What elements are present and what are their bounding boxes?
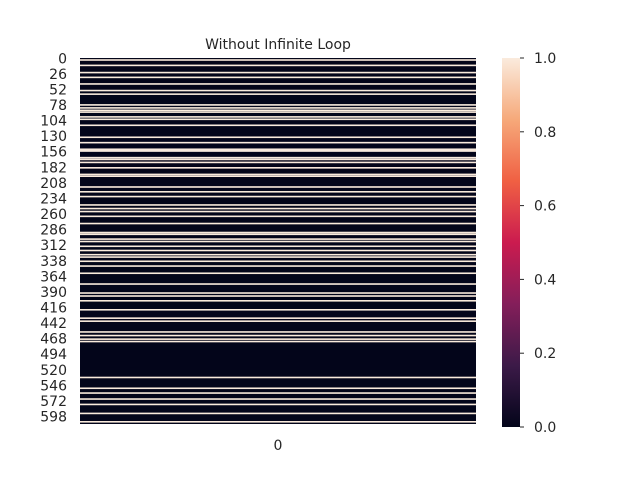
heatmap-row-cell: [80, 421, 476, 423]
heatmap-row-cell: [80, 387, 476, 390]
heatmap-row-cell: [80, 207, 476, 210]
y-tick-label: 26: [49, 67, 67, 83]
heatmap-row-cell: [80, 175, 476, 178]
heatmap-row-cell: [80, 233, 476, 236]
heatmap-row-cell: [80, 238, 476, 240]
heatmap-row-cell: [80, 231, 476, 234]
heatmap-row-cell: [80, 104, 476, 106]
y-tick-label: 260: [40, 207, 67, 223]
heatmap-row-cell: [80, 300, 476, 302]
y-tick-label: 182: [40, 160, 67, 176]
x-tick-label: 0: [274, 438, 283, 454]
heatmap-row-cell: [80, 412, 476, 415]
heatmap-row-cell: [80, 186, 476, 188]
heatmap-row-cell: [80, 195, 476, 198]
colorbar-tick-label: 0.4: [534, 272, 556, 288]
y-tick-label: 364: [40, 269, 67, 285]
y-tick-label: 494: [40, 347, 67, 363]
heatmap-row-cell: [80, 256, 476, 258]
colorbar-tick-label: 0.0: [534, 420, 556, 436]
y-tick-label: 520: [40, 363, 67, 379]
heatmap-row-cell: [80, 338, 476, 340]
heatmap-row-cell: [80, 392, 476, 394]
y-tick-label: 0: [58, 51, 67, 67]
heatmap-row-cell: [80, 141, 476, 144]
heatmap-row-cell: [80, 331, 476, 333]
heatmap-row-cell: [80, 215, 476, 218]
heatmap-row-cell: [80, 161, 476, 164]
y-tick-label: 130: [40, 129, 67, 145]
heatmap-row-cell: [80, 83, 476, 85]
chart-title: Without Infinite Loop: [205, 37, 351, 53]
y-tick-label: 208: [40, 176, 67, 192]
heatmap-row-cell: [80, 222, 476, 225]
heatmap-row-cell: [80, 116, 476, 118]
heatmap-row-cell: [80, 158, 476, 161]
heatmap-row-cell: [80, 320, 476, 322]
heatmap-plot-area: [80, 58, 476, 424]
y-tick-label: 442: [40, 316, 67, 332]
y-tick-label: 546: [40, 378, 67, 394]
heatmap-row-cell: [80, 265, 476, 267]
heatmap-row-cell: [80, 111, 476, 113]
heatmap-row-cell: [80, 107, 476, 109]
heatmap-row-cell: [80, 334, 476, 337]
y-tick-label: 312: [40, 238, 67, 254]
heatmap-row-cell: [80, 317, 476, 319]
y-tick-label: 572: [40, 394, 67, 410]
heatmap-row-cell: [80, 240, 476, 243]
heatmap-row-cell: [80, 190, 476, 193]
heatmap-row-cell: [80, 156, 476, 159]
y-tick-label: 156: [40, 145, 67, 161]
heatmap-row-cell: [80, 173, 476, 176]
heatmap-row-cell: [80, 109, 476, 112]
heatmap-row-cell: [80, 272, 476, 275]
x-axis-tick-labels: 0: [274, 438, 283, 454]
colorbar-tick-label: 0.8: [534, 125, 556, 141]
y-tick-label: 52: [49, 82, 67, 98]
heatmap-row-cell: [80, 167, 476, 169]
heatmap-row-cell: [80, 204, 476, 206]
y-tick-label: 390: [40, 285, 67, 301]
y-tick-label: 78: [49, 98, 67, 114]
heatmap-row-cell: [80, 89, 476, 92]
heatmap-row-cell: [80, 260, 476, 263]
colorbar-tick-labels: 0.0 0.2 0.4 0.6 0.8 1.0: [520, 51, 556, 436]
heatmap-row-cell: [80, 136, 476, 139]
heatmap-row-cell: [80, 150, 476, 152]
y-tick-label: 286: [40, 223, 67, 239]
heatmap-row-cell: [80, 93, 476, 95]
colorbar-tick-label: 1.0: [534, 51, 556, 67]
heatmap-row-cell: [80, 59, 476, 61]
heatmap-row-cell: [80, 403, 476, 406]
heatmap-row-cell: [80, 76, 476, 79]
heatmap-row-cell: [80, 149, 476, 151]
heatmap-row-cell: [80, 253, 476, 256]
y-tick-label: 338: [40, 254, 67, 270]
y-tick-label: 598: [40, 410, 67, 426]
colorbar: [502, 58, 520, 427]
heatmap-row-cell: [80, 376, 476, 379]
y-tick-label: 104: [40, 114, 67, 130]
heatmap-row-cell: [80, 245, 476, 248]
colorbar-tick-label: 0.6: [534, 199, 556, 215]
colorbar-tick-label: 0.2: [534, 346, 556, 362]
heatmap-row-cell: [80, 71, 476, 74]
heatmap-row-cell: [80, 295, 476, 297]
heatmap-row-cell: [80, 64, 476, 67]
heatmap-row-cell: [80, 124, 476, 127]
y-tick-label: 234: [40, 192, 67, 208]
heatmap-row-cell: [80, 398, 476, 400]
heatmap-row-cell: [80, 283, 476, 285]
heatmap-row-cell: [80, 340, 476, 343]
heatmap-row-cell: [80, 292, 476, 294]
y-tick-label: 416: [40, 301, 67, 317]
heatmap-row-cell: [80, 249, 476, 252]
heatmap-row-cell: [80, 308, 476, 311]
heatmap-row-cell: [80, 118, 476, 121]
y-tick-label: 468: [40, 332, 67, 348]
y-axis-tick-labels: 0265278104130156182208234260286312338364…: [40, 51, 67, 425]
heatmap-row-cell: [80, 210, 476, 213]
